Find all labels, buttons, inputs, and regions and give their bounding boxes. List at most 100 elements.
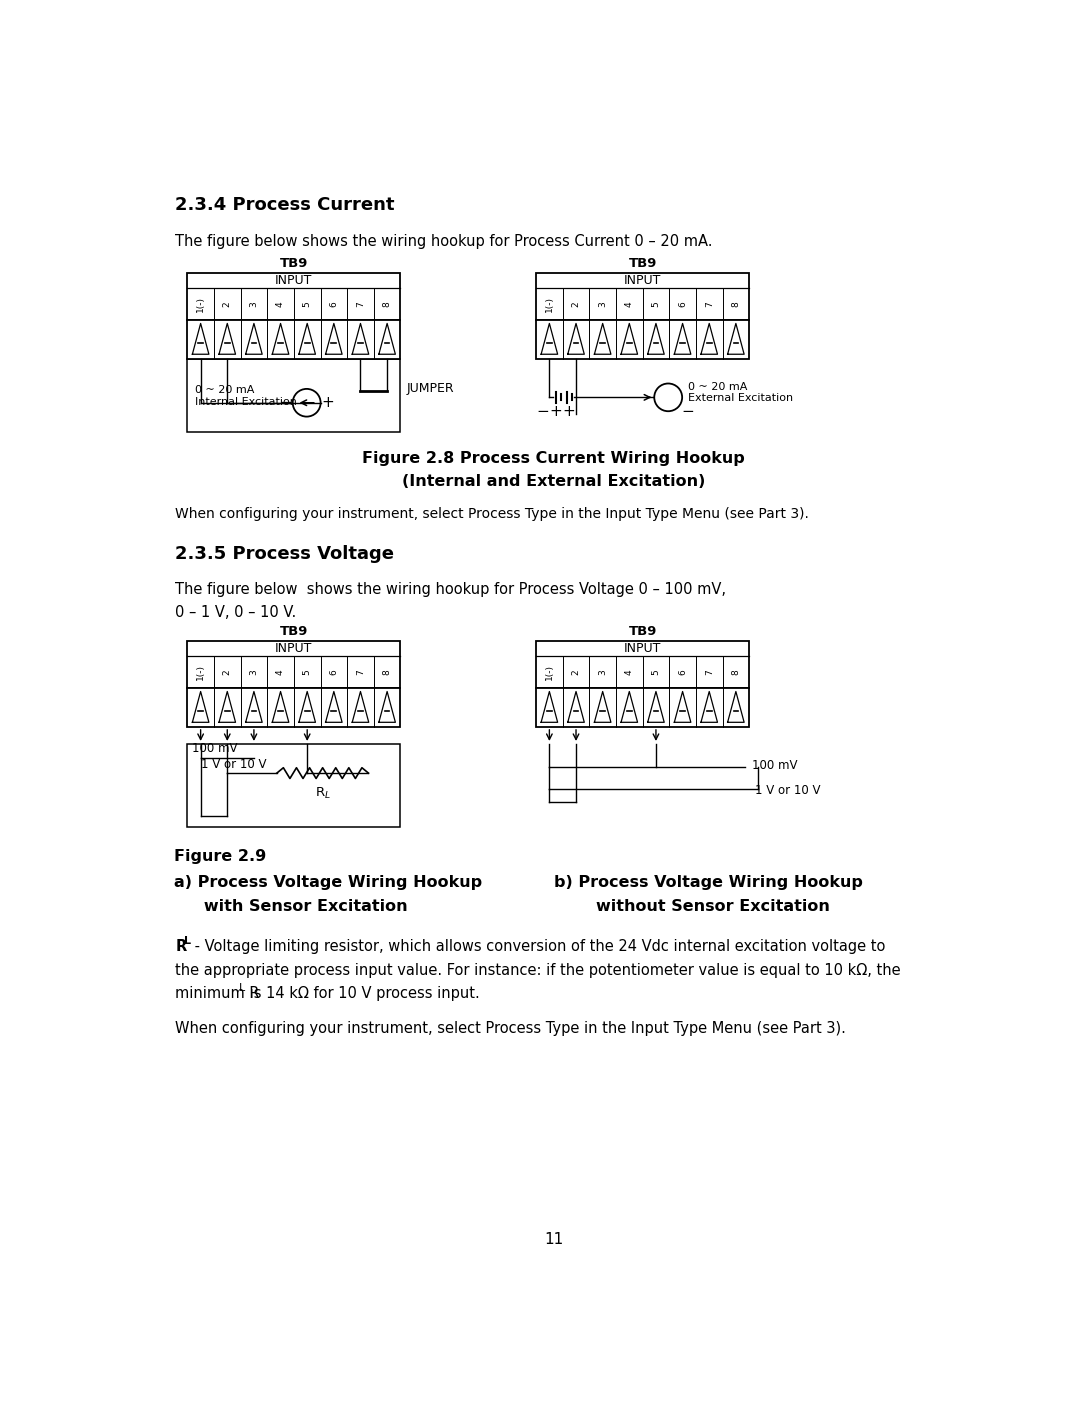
Text: TB9: TB9 [280, 257, 308, 270]
Polygon shape [594, 323, 611, 354]
Text: 8: 8 [382, 669, 392, 675]
Text: 3: 3 [249, 669, 258, 675]
Bar [187, 321, 401, 359]
Polygon shape [728, 692, 744, 723]
Polygon shape [352, 692, 368, 723]
Text: R: R [175, 939, 187, 955]
Text: 2: 2 [222, 301, 232, 306]
Text: 8: 8 [731, 301, 741, 306]
Text: +: + [562, 404, 575, 419]
Polygon shape [674, 323, 691, 354]
Text: 6: 6 [678, 669, 687, 675]
Text: 7: 7 [705, 669, 714, 675]
Text: without Sensor Excitation: without Sensor Excitation [596, 899, 831, 915]
Text: 1(-): 1(-) [197, 297, 205, 312]
Text: - Voltage limiting resistor, which allows conversion of the 24 Vdc internal exci: - Voltage limiting resistor, which allow… [190, 939, 886, 955]
Text: 7: 7 [356, 301, 365, 306]
Polygon shape [701, 323, 717, 354]
Text: Figure 2.8 Process Current Wiring Hookup: Figure 2.8 Process Current Wiring Hookup [362, 452, 745, 466]
Polygon shape [192, 692, 208, 723]
Text: 2: 2 [222, 669, 232, 675]
Bar [187, 273, 401, 321]
Text: INPUT: INPUT [275, 274, 312, 287]
Text: The figure below shows the wiring hookup for Process Current 0 – 20 mA.: The figure below shows the wiring hookup… [175, 234, 713, 249]
Text: INPUT: INPUT [624, 642, 661, 655]
Text: 0 – 1 V, 0 – 10 V.: 0 – 1 V, 0 – 10 V. [175, 606, 297, 620]
Text: 6: 6 [329, 669, 338, 675]
Polygon shape [219, 692, 235, 723]
Text: TB9: TB9 [629, 257, 657, 270]
Text: INPUT: INPUT [624, 274, 661, 287]
Text: L: L [185, 936, 191, 946]
Text: 7: 7 [356, 669, 365, 675]
Polygon shape [379, 692, 395, 723]
Text: is 14 kΩ for 10 V process input.: is 14 kΩ for 10 V process input. [245, 986, 480, 1001]
Text: 100 mV: 100 mV [752, 758, 797, 772]
Text: 1 V or 10 V: 1 V or 10 V [755, 784, 820, 796]
Polygon shape [648, 323, 664, 354]
Text: 4: 4 [276, 301, 285, 306]
Text: 4: 4 [625, 301, 634, 306]
Text: 2.3.5 Process Voltage: 2.3.5 Process Voltage [175, 545, 394, 563]
Text: 1(-): 1(-) [545, 664, 554, 681]
Text: 5: 5 [651, 301, 661, 306]
Polygon shape [325, 323, 342, 354]
Text: The figure below  shows the wiring hookup for Process Voltage 0 – 100 mV,: The figure below shows the wiring hookup… [175, 582, 726, 597]
Text: 6: 6 [678, 301, 687, 306]
Polygon shape [541, 323, 557, 354]
Text: the appropriate process input value. For instance: if the potentiometer value is: the appropriate process input value. For… [175, 963, 901, 977]
Polygon shape [192, 323, 208, 354]
Bar [536, 641, 750, 689]
Text: b) Process Voltage Wiring Hookup: b) Process Voltage Wiring Hookup [554, 875, 862, 890]
Bar [187, 744, 401, 827]
Text: +: + [550, 404, 562, 419]
Text: Internal Excitation: Internal Excitation [195, 397, 297, 407]
Bar [187, 359, 401, 432]
Polygon shape [299, 323, 315, 354]
Text: (Internal and External Excitation): (Internal and External Excitation) [402, 474, 705, 490]
Text: 2: 2 [571, 301, 581, 306]
Text: −: − [537, 404, 550, 419]
Polygon shape [325, 692, 342, 723]
Text: 1(-): 1(-) [545, 297, 554, 312]
Bar [536, 273, 750, 321]
Text: −: − [280, 395, 292, 411]
Polygon shape [621, 323, 637, 354]
Bar [536, 321, 750, 359]
Text: INPUT: INPUT [275, 642, 312, 655]
Text: When configuring your instrument, select Process Type in the Input Type Menu (se: When configuring your instrument, select… [175, 1021, 846, 1036]
Polygon shape [701, 692, 717, 723]
Text: 2.3.4 Process Current: 2.3.4 Process Current [175, 196, 395, 213]
Text: −: − [681, 404, 694, 419]
Text: 5: 5 [302, 301, 312, 306]
Text: 8: 8 [731, 669, 741, 675]
Text: 3: 3 [598, 669, 607, 675]
Text: 4: 4 [625, 669, 634, 675]
Text: +: + [321, 395, 334, 411]
Polygon shape [299, 692, 315, 723]
Polygon shape [568, 323, 584, 354]
Text: 3: 3 [598, 301, 607, 306]
Text: with Sensor Excitation: with Sensor Excitation [187, 899, 407, 915]
Bar [187, 689, 401, 727]
Text: 4: 4 [276, 669, 285, 675]
Text: R$_L$: R$_L$ [314, 785, 330, 801]
Polygon shape [541, 692, 557, 723]
Text: TB9: TB9 [280, 624, 308, 638]
Text: minimum R: minimum R [175, 986, 260, 1001]
Text: 7: 7 [705, 301, 714, 306]
Text: 5: 5 [651, 669, 661, 675]
Polygon shape [245, 323, 262, 354]
Bar [536, 689, 750, 727]
Text: 6: 6 [329, 301, 338, 306]
Text: When configuring your instrument, select Process Type in the Input Type Menu (se: When configuring your instrument, select… [175, 507, 809, 521]
Text: TB9: TB9 [629, 624, 657, 638]
Polygon shape [272, 323, 288, 354]
Text: L: L [239, 983, 245, 993]
Text: 1 V or 10 V: 1 V or 10 V [201, 758, 267, 771]
Polygon shape [379, 323, 395, 354]
Polygon shape [728, 323, 744, 354]
Text: Figure 2.9: Figure 2.9 [174, 849, 266, 864]
Polygon shape [568, 692, 584, 723]
Text: 0 ~ 20 mA: 0 ~ 20 mA [195, 385, 255, 395]
